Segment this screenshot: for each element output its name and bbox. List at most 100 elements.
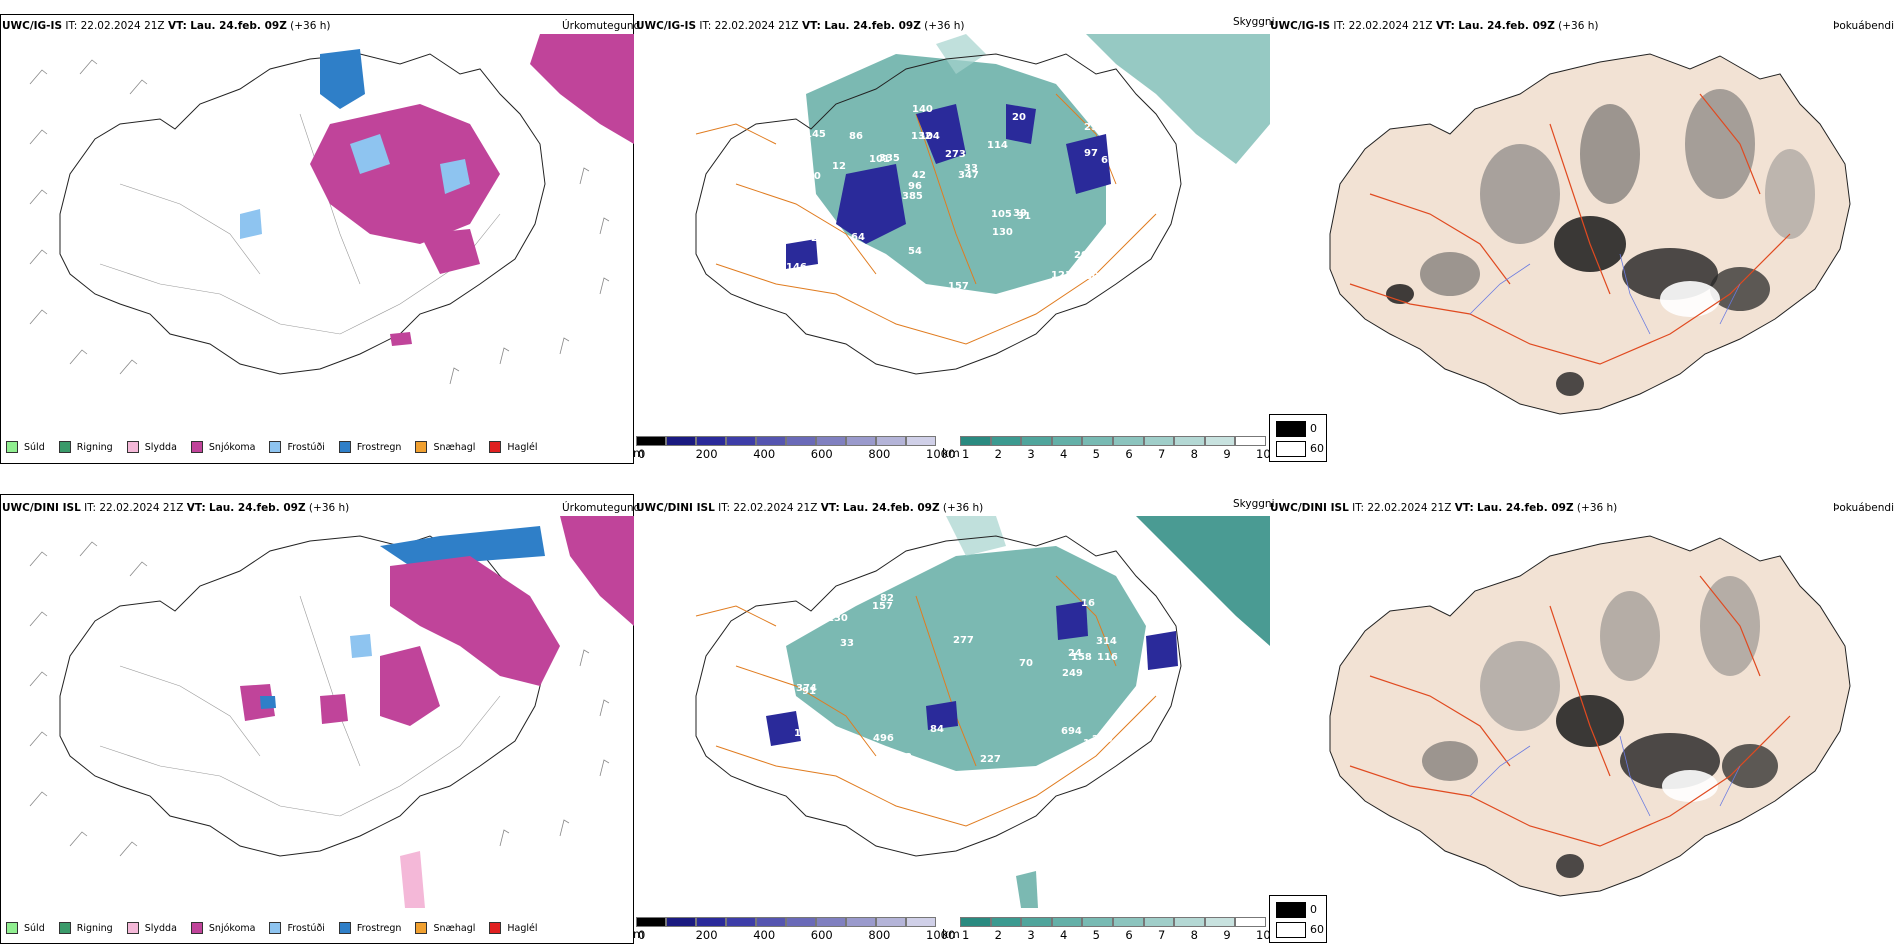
colorbar-tick-label: 200	[695, 447, 718, 461]
ceiling-label: 180	[1078, 271, 1099, 282]
vt-label: VT:	[820, 502, 840, 514]
colorbar-tick-label: 4	[1060, 928, 1068, 942]
panel-header-top-middle: UWC/IG-IS IT: 22.02.2024 21Z VT: Lau. 24…	[636, 20, 965, 32]
colorbar-segment	[786, 917, 816, 927]
colorbar-segment	[816, 917, 846, 927]
visibility-colorbar-bottom: 1 2 3 4 5 6 7 8 9 10	[960, 917, 1271, 942]
legend-item: Rigning	[58, 922, 113, 934]
it-value: 22.02.2024 21Z	[80, 20, 165, 32]
map-fog-top	[1329, 53, 1851, 415]
map-frame	[0, 14, 634, 464]
legend-item: Slydda	[126, 922, 177, 934]
fog-value: 0	[1310, 422, 1317, 435]
ceiling-label: 273	[945, 149, 966, 160]
fog-swatch	[1276, 421, 1306, 437]
colorbar-tick-label: 800	[868, 447, 891, 461]
ceiling-label: 105	[991, 209, 1012, 220]
colorbar-tick-label: 10	[1256, 928, 1271, 942]
colorbar-tick-label: 1000	[926, 928, 956, 942]
colorbar-segment	[756, 436, 786, 446]
colorbar-tick-label: 6	[1125, 447, 1133, 461]
it-label: IT:	[84, 502, 97, 514]
ceiling-label: 145	[805, 129, 826, 140]
vt-label: VT:	[1435, 20, 1455, 32]
ceiling-label: 496	[873, 733, 894, 744]
ceiling-label: 130	[992, 227, 1013, 238]
lead-time: (+36 h)	[1558, 20, 1599, 32]
ceiling-label: 65	[1101, 155, 1115, 166]
colorbar-tick-label: 1	[962, 447, 970, 461]
colorbar-segment	[1235, 436, 1266, 446]
colorbar-segment	[1143, 436, 1175, 446]
ceiling-label: 42	[912, 170, 926, 181]
colorbar-segment	[696, 436, 726, 446]
legend-item: Snjókoma	[190, 922, 255, 934]
colorbar-segment	[960, 917, 991, 927]
vt-value: Lau. 24.feb. 09Z	[209, 502, 306, 514]
vt-value: Lau. 24.feb. 09Z	[1458, 20, 1555, 32]
ceiling-label: 130	[817, 274, 838, 285]
ceiling-label: 140	[912, 104, 933, 115]
lead-time: (+36 h)	[308, 502, 350, 514]
colorbar-tick-label: 8	[1190, 928, 1198, 942]
map-precip-bottom	[29, 516, 634, 908]
colorbar-tick-label: 3	[1027, 447, 1035, 461]
colorbar-segment	[1082, 917, 1113, 927]
model-name: UWC/DINI ISL	[636, 502, 715, 514]
precip-type-panel-top	[0, 14, 634, 464]
visibility-field	[786, 516, 1270, 908]
ceiling-areas	[766, 601, 1178, 746]
map-precip-top	[29, 34, 634, 385]
it-value: 22.02.2024 21Z	[714, 20, 799, 32]
ceiling-label: 130	[827, 613, 848, 624]
ceiling-label: 314	[1096, 636, 1117, 647]
ceiling-label: 96	[908, 181, 922, 192]
ceiling-labels: 180 200 256 385 114 130 132 273 233 335 146 161 104 3…	[786, 104, 1136, 292]
colorbar-segment	[1051, 436, 1083, 446]
legend-item: Frostúði	[269, 441, 325, 453]
ceiling-label: 146	[786, 262, 807, 273]
colorbar-segment	[1174, 436, 1205, 446]
ceiling-label: 347	[958, 170, 979, 181]
lead-time: (+36 h)	[924, 20, 965, 32]
ceiling-label: 12	[898, 752, 912, 763]
panel-title-cloud-bottom: Skyggni	[1233, 498, 1275, 510]
panel-title-precip-bottom: Úrkomutegund	[562, 502, 641, 514]
panel-header-top-right: UWC/IG-IS IT: 22.02.2024 21Z VT: Lau. 24…	[1270, 20, 1599, 32]
model-name: UWC/IG-IS	[2, 20, 63, 32]
colorbar-segment	[906, 436, 936, 446]
it-label: IT:	[699, 20, 712, 32]
precip-areas	[240, 516, 634, 908]
colorbar-segment	[816, 436, 846, 446]
colorbar-tick-label: 5	[1092, 928, 1100, 942]
model-name: UWC/IG-IS	[636, 20, 697, 32]
ceiling-label: 24	[1068, 648, 1082, 659]
rivers	[1469, 735, 1741, 817]
ceiling-label: 97	[1084, 148, 1098, 159]
colorbar-segment	[666, 436, 696, 446]
colorbar-tick-label: 1	[962, 928, 970, 942]
vt-value: Lau. 24.feb. 09Z	[1477, 502, 1574, 514]
colorbar-tick-label: 9	[1223, 447, 1231, 461]
height-unit-bottom: m	[633, 927, 645, 941]
colorbar-tick-label: 400	[753, 447, 776, 461]
colorbar-tick-label: 7	[1158, 928, 1166, 942]
ceiling-label: 82	[880, 593, 894, 604]
legend-item: Snjókoma	[190, 441, 255, 453]
precip-legend-top: Súld Rigning Slydda Snjókoma Frostúði Fr…	[6, 441, 552, 453]
panel-header-bottom-middle: UWC/DINI ISL IT: 22.02.2024 21Z VT: Lau.…	[636, 502, 983, 514]
colorbar-tick-label: 2	[994, 447, 1002, 461]
legend-item: Súld	[6, 441, 45, 453]
it-value: 22.02.2024 21Z	[1367, 502, 1452, 514]
it-label: IT:	[1352, 502, 1365, 514]
colorbar-tick-label: 9	[1223, 928, 1231, 942]
map-cloud-top: 180 200 256 385 114 130 132 273 233 335 146 161 104 3…	[695, 34, 1270, 375]
legend-item: Haglél	[489, 922, 538, 934]
ceiling-label: 335	[879, 153, 900, 164]
model-name: UWC/DINI ISL	[1270, 502, 1349, 514]
fog-value: 60	[1310, 442, 1324, 455]
ceiling-label: 161	[840, 254, 861, 265]
roads	[1349, 93, 1791, 365]
ceiling-label: 694	[1061, 726, 1082, 737]
lead-time: (+36 h)	[942, 502, 984, 514]
